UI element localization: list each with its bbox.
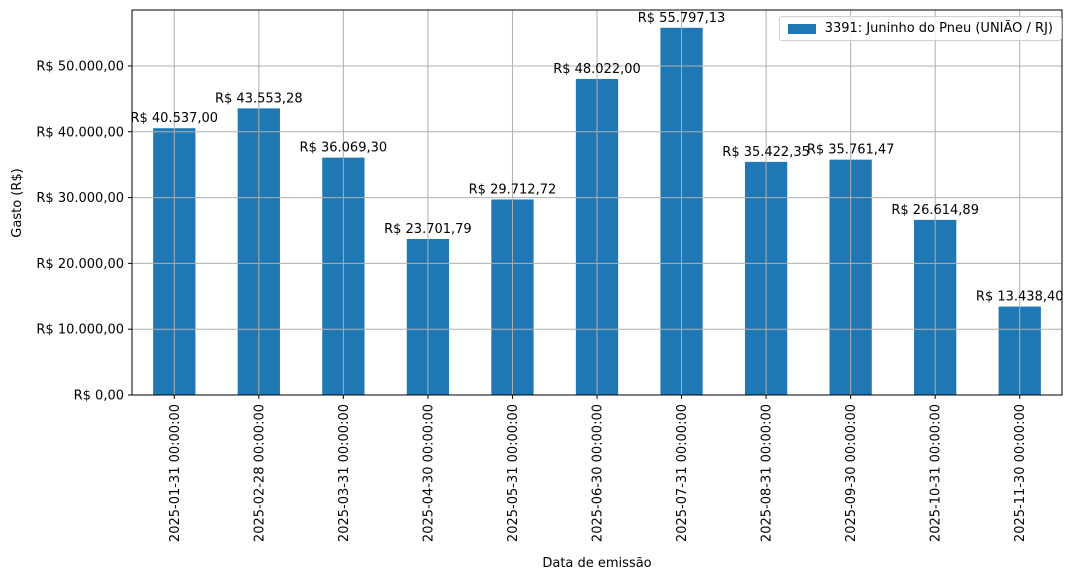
bar-value-label: R$ 48.022,00 [553,62,641,77]
x-tick-label: 2025-08-31 00:00:00 [760,404,775,542]
bar-value-label: R$ 35.422,35 [722,145,810,160]
x-tick-label: 2025-11-30 00:00:00 [1013,404,1028,542]
bar-value-label: R$ 13.438,40 [976,290,1064,305]
x-tick-label: 2025-07-31 00:00:00 [675,404,690,542]
bar-value-label: R$ 36.069,30 [300,141,388,156]
legend: 3391: Juninho do Pneu (UNIÃO / RJ) [778,16,1062,41]
bar-value-label: R$ 55.797,13 [638,11,726,26]
y-axis-ticks: R$ 0,00 R$ 10.000,00 R$ 20.000,00 R$ 30.000… [36,59,132,404]
x-tick-label: 2025-04-30 00:00:00 [421,404,436,542]
x-axis-title: Data de emissão [542,556,651,571]
bar-value-labels: R$ 40.537,00 R$ 43.553,28 R$ 36.069,30 R$ 2… [130,11,1063,305]
y-tick-label: R$ 10.000,00 [36,323,124,338]
y-tick-label: R$ 20.000,00 [36,257,124,272]
x-tick-label: 2025-01-31 00:00:00 [168,404,183,542]
bar-value-label: R$ 23.701,79 [384,222,472,237]
bar-value-label: R$ 40.537,00 [130,111,218,126]
y-tick-label: R$ 50.000,00 [36,59,124,74]
x-axis-ticks: 2025-01-31 00:00:00 2025-02-28 00:00:00 20… [168,395,1028,542]
y-tick-label: R$ 0,00 [74,389,124,404]
x-tick-label: 2025-06-30 00:00:00 [591,404,606,542]
bar-value-label: R$ 35.761,47 [807,143,895,158]
legend-label: 3391: Juninho do Pneu (UNIÃO / RJ) [824,21,1053,36]
x-tick-label: 2025-10-31 00:00:00 [929,404,944,542]
x-tick-label: 2025-02-28 00:00:00 [252,404,267,542]
bar-value-label: R$ 29.712,72 [469,182,557,197]
y-axis-title: Gasto (R$) [10,168,25,237]
x-tick-label: 2025-09-30 00:00:00 [844,404,859,542]
bar-value-label: R$ 43.553,28 [215,91,303,106]
bar-value-label: R$ 26.614,89 [891,203,979,218]
x-tick-label: 2025-05-31 00:00:00 [506,404,521,542]
x-tick-label: 2025-03-31 00:00:00 [337,404,352,542]
legend-swatch-icon [787,23,816,34]
y-tick-label: R$ 40.000,00 [36,125,124,140]
y-tick-label: R$ 30.000,00 [36,191,124,206]
